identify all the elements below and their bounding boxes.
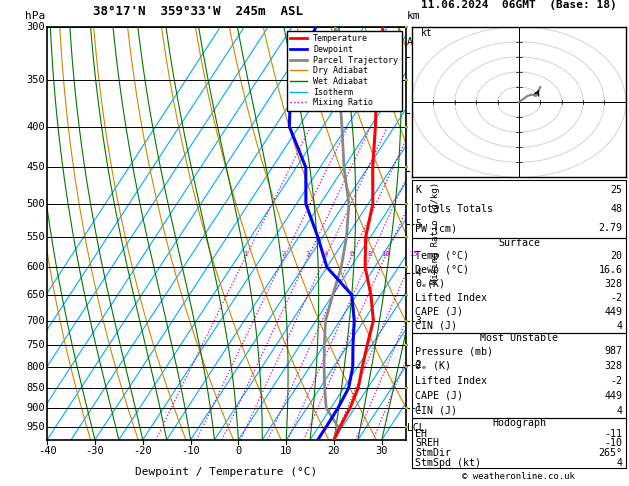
Text: 1: 1 bbox=[243, 251, 248, 257]
Text: 4: 4 bbox=[616, 458, 623, 468]
Text: -10: -10 bbox=[181, 446, 200, 456]
Text: 700: 700 bbox=[26, 315, 45, 326]
Text: LCL: LCL bbox=[407, 423, 425, 434]
Text: 350: 350 bbox=[26, 75, 45, 85]
Text: 450: 450 bbox=[26, 162, 45, 173]
Text: CAPE (J): CAPE (J) bbox=[415, 307, 463, 317]
Text: -2: -2 bbox=[611, 376, 623, 386]
Text: 328: 328 bbox=[604, 279, 623, 289]
Text: © weatheronline.co.uk: © weatheronline.co.uk bbox=[462, 472, 576, 481]
Text: -2: -2 bbox=[410, 360, 422, 370]
Text: 750: 750 bbox=[26, 340, 45, 349]
Text: 20: 20 bbox=[611, 251, 623, 261]
Text: 500: 500 bbox=[26, 199, 45, 209]
Text: 950: 950 bbox=[26, 421, 45, 432]
Text: 650: 650 bbox=[26, 290, 45, 300]
Text: K: K bbox=[415, 185, 421, 194]
Text: Totals Totals: Totals Totals bbox=[415, 204, 493, 214]
Text: SREH: SREH bbox=[415, 438, 439, 448]
Text: 449: 449 bbox=[604, 307, 623, 317]
Text: 328: 328 bbox=[604, 361, 623, 371]
Text: 8: 8 bbox=[368, 251, 372, 257]
Text: -11: -11 bbox=[604, 429, 623, 438]
Text: Temp (°C): Temp (°C) bbox=[415, 251, 469, 261]
Text: 2: 2 bbox=[282, 251, 286, 257]
Text: 16.6: 16.6 bbox=[599, 265, 623, 275]
Text: 987: 987 bbox=[604, 346, 623, 356]
Text: θₑ(K): θₑ(K) bbox=[415, 279, 445, 289]
Text: 850: 850 bbox=[26, 383, 45, 393]
Text: Dewpoint / Temperature (°C): Dewpoint / Temperature (°C) bbox=[135, 467, 318, 477]
Text: 10: 10 bbox=[381, 251, 389, 257]
Text: EH: EH bbox=[415, 429, 427, 438]
Text: Mixing Ratio (g/kg): Mixing Ratio (g/kg) bbox=[431, 182, 440, 284]
Text: -2: -2 bbox=[611, 293, 623, 303]
Text: CIN (J): CIN (J) bbox=[415, 321, 457, 331]
Text: 449: 449 bbox=[604, 391, 623, 400]
Text: Hodograph: Hodograph bbox=[492, 418, 546, 428]
Text: 600: 600 bbox=[26, 262, 45, 272]
Text: -1: -1 bbox=[410, 403, 422, 413]
Text: 4: 4 bbox=[616, 405, 623, 416]
Text: StmDir: StmDir bbox=[415, 448, 451, 458]
Text: 400: 400 bbox=[26, 122, 45, 132]
Text: hPa: hPa bbox=[25, 11, 45, 20]
Text: -10: -10 bbox=[604, 438, 623, 448]
Text: -20: -20 bbox=[133, 446, 152, 456]
Text: 25: 25 bbox=[611, 185, 623, 194]
Text: Lifted Index: Lifted Index bbox=[415, 293, 487, 303]
Text: kt: kt bbox=[421, 28, 432, 38]
Text: 900: 900 bbox=[26, 403, 45, 413]
Text: Lifted Index: Lifted Index bbox=[415, 376, 487, 386]
Text: Pressure (mb): Pressure (mb) bbox=[415, 346, 493, 356]
Text: Dewp (°C): Dewp (°C) bbox=[415, 265, 469, 275]
Text: CIN (J): CIN (J) bbox=[415, 405, 457, 416]
Text: 4: 4 bbox=[616, 321, 623, 331]
Text: 2.79: 2.79 bbox=[599, 224, 623, 233]
Text: ASL: ASL bbox=[407, 37, 425, 47]
Text: 38°17'N  359°33'W  245m  ASL: 38°17'N 359°33'W 245m ASL bbox=[92, 5, 303, 18]
Text: Most Unstable: Most Unstable bbox=[480, 333, 558, 343]
Text: 20: 20 bbox=[328, 446, 340, 456]
Text: 300: 300 bbox=[26, 22, 45, 32]
Text: 10: 10 bbox=[280, 446, 292, 456]
Legend: Temperature, Dewpoint, Parcel Trajectory, Dry Adiabat, Wet Adiabat, Isotherm, Mi: Temperature, Dewpoint, Parcel Trajectory… bbox=[287, 31, 401, 110]
Text: -8: -8 bbox=[410, 52, 422, 62]
Text: 3: 3 bbox=[306, 251, 310, 257]
Text: 6: 6 bbox=[349, 251, 353, 257]
Text: 30: 30 bbox=[376, 446, 388, 456]
Text: -7: -7 bbox=[410, 108, 422, 118]
Text: -30: -30 bbox=[86, 446, 104, 456]
Text: -6: -6 bbox=[410, 166, 422, 176]
Text: 48: 48 bbox=[611, 204, 623, 214]
Text: PW (cm): PW (cm) bbox=[415, 224, 457, 233]
Text: 4: 4 bbox=[323, 251, 328, 257]
Text: 11.06.2024  06GMT  (Base: 18): 11.06.2024 06GMT (Base: 18) bbox=[421, 0, 617, 10]
Text: -3: -3 bbox=[410, 315, 422, 326]
Text: 0: 0 bbox=[235, 446, 242, 456]
Text: Surface: Surface bbox=[498, 239, 540, 248]
Text: 265°: 265° bbox=[599, 448, 623, 458]
Text: -4: -4 bbox=[410, 268, 422, 278]
Text: -5: -5 bbox=[410, 219, 422, 229]
Text: 800: 800 bbox=[26, 362, 45, 372]
Text: StmSpd (kt): StmSpd (kt) bbox=[415, 458, 481, 468]
Text: CAPE (J): CAPE (J) bbox=[415, 391, 463, 400]
Text: 550: 550 bbox=[26, 232, 45, 242]
Text: -40: -40 bbox=[38, 446, 57, 456]
Text: km: km bbox=[407, 11, 420, 20]
Text: 15: 15 bbox=[409, 251, 418, 257]
Text: θₑ (K): θₑ (K) bbox=[415, 361, 451, 371]
